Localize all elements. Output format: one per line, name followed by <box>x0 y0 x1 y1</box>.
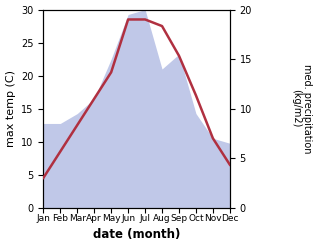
Y-axis label: max temp (C): max temp (C) <box>5 70 16 147</box>
X-axis label: date (month): date (month) <box>93 228 180 242</box>
Y-axis label: med. precipitation
(kg/m2): med. precipitation (kg/m2) <box>291 64 313 153</box>
